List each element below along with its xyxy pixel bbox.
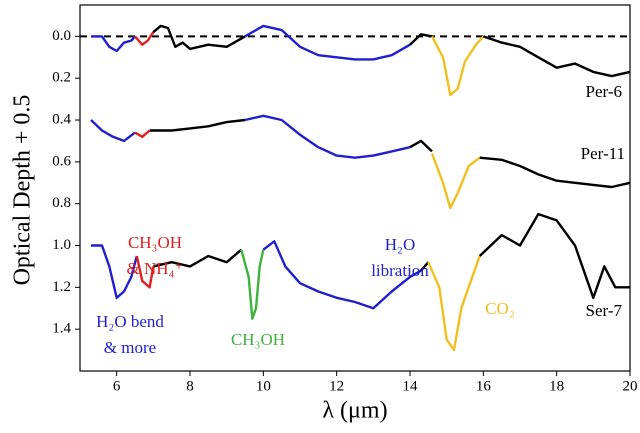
annotation: Ser-7 <box>586 301 623 320</box>
y-axis-label: Optical Depth + 0.5 <box>10 95 36 286</box>
y-tick-label: 0.0 <box>52 28 71 44</box>
spectrum-line <box>153 248 243 268</box>
x-tick-label: 20 <box>623 378 638 394</box>
spectrum-line <box>409 33 433 46</box>
x-tick-label: 6 <box>113 378 121 394</box>
plot-frame <box>79 4 631 372</box>
spectrum-line <box>244 114 411 159</box>
spectrum-line <box>149 118 246 132</box>
spectrum-line <box>244 24 411 61</box>
spectrum-line <box>134 129 151 138</box>
x-tick-label: 14 <box>403 378 419 394</box>
y-tick-label: 0.6 <box>52 153 71 169</box>
spectrum-line <box>152 24 246 51</box>
spectrum-line <box>90 119 136 143</box>
spectrum-line <box>478 212 630 299</box>
spectrum-line <box>430 153 481 210</box>
spectrum-line <box>427 255 481 352</box>
spectrum-line <box>430 35 485 97</box>
annotation: CH₃OH <box>128 233 182 252</box>
annotation: H₂O bend <box>96 312 164 331</box>
x-tick-label: 8 <box>186 378 194 394</box>
annotation: Per-11 <box>581 144 625 163</box>
y-tick-label: 0.4 <box>52 111 71 127</box>
annotation: & more <box>104 338 156 357</box>
annotation: Per-6 <box>586 82 622 101</box>
spectrum-line <box>240 249 265 320</box>
spectrum-line <box>91 244 138 299</box>
annotation: libration <box>371 261 429 280</box>
annotation: & NH₄⁺ <box>127 259 184 278</box>
spectrum-line <box>262 240 422 310</box>
y-tick-label: 0.8 <box>52 195 71 211</box>
x-tick-label: 12 <box>329 378 344 394</box>
x-tick-label: 16 <box>476 378 492 394</box>
x-tick-label: 10 <box>256 378 271 394</box>
annotation: H₂O <box>385 235 415 254</box>
spectrum-line <box>409 139 433 153</box>
annotation: CO₂ <box>485 299 515 318</box>
annotation: CH₃OH <box>231 330 285 349</box>
y-tick-label: 1.0 <box>52 237 71 253</box>
y-tick-label: 0.2 <box>52 70 71 86</box>
spectrum-line <box>134 31 155 46</box>
x-axis-label: λ (μm) <box>322 398 387 424</box>
spectrum-line <box>420 261 430 272</box>
spectrum-line <box>91 35 136 53</box>
spectrum-line <box>135 255 155 289</box>
y-tick-label: 1.4 <box>52 321 71 337</box>
x-tick-label: 18 <box>549 378 564 394</box>
y-tick-label: 1.2 <box>52 279 71 295</box>
spectrum-line <box>482 35 631 78</box>
spectrum-line <box>479 156 631 189</box>
